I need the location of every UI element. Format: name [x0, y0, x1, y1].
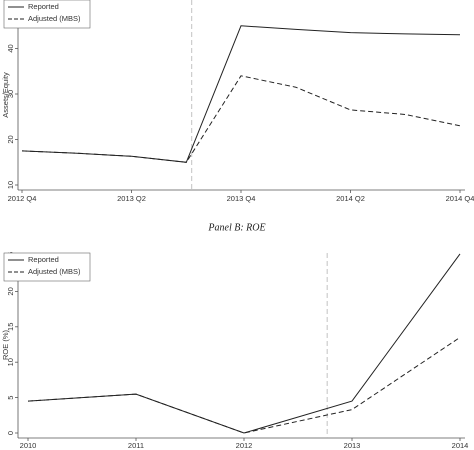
- y-tick-label: 10: [6, 181, 15, 189]
- line-series: [21, 75, 461, 163]
- legend-label: Reported: [28, 2, 59, 11]
- legend-label: Adjusted (MBS): [28, 14, 81, 23]
- line-series: [21, 25, 461, 163]
- y-axis-label: ROE (%): [1, 329, 10, 360]
- legend-label: Adjusted (MBS): [28, 267, 81, 276]
- panel-title: Panel B: ROE: [207, 222, 265, 233]
- x-tick-label: 2014: [452, 441, 469, 450]
- line-series: [27, 253, 461, 434]
- y-axis-label: Assets/Equity: [1, 72, 10, 118]
- x-tick-label: 2013: [344, 441, 361, 450]
- y-tick-label: 20: [6, 135, 15, 143]
- y-tick-label: 5: [6, 396, 15, 400]
- line-series: [27, 336, 461, 434]
- x-tick-label: 2010: [20, 441, 37, 450]
- legend-label: Reported: [28, 255, 59, 264]
- x-tick-label: 2014 Q4: [446, 194, 474, 203]
- y-tick-label: 20: [6, 287, 15, 295]
- y-tick-label: 10: [6, 358, 15, 366]
- x-tick-label: 2014 Q2: [336, 194, 365, 203]
- legend-box: [3, 252, 91, 282]
- x-tick-label: 2012 Q4: [8, 194, 37, 203]
- x-tick-label: 2012: [236, 441, 253, 450]
- x-tick-label: 2013 Q2: [117, 194, 146, 203]
- y-tick-label: 15: [6, 323, 15, 331]
- x-tick-label: 2011: [128, 441, 144, 450]
- legend-box: [3, 0, 91, 29]
- x-tick-label: 2013 Q4: [227, 194, 256, 203]
- legend: Reported Adjusted (MBS): [3, 252, 91, 282]
- y-tick-label: 30: [6, 90, 15, 98]
- y-tick-label: 0: [6, 431, 15, 435]
- y-tick-label: 40: [6, 44, 15, 52]
- legend: Reported Adjusted (MBS): [3, 0, 91, 29]
